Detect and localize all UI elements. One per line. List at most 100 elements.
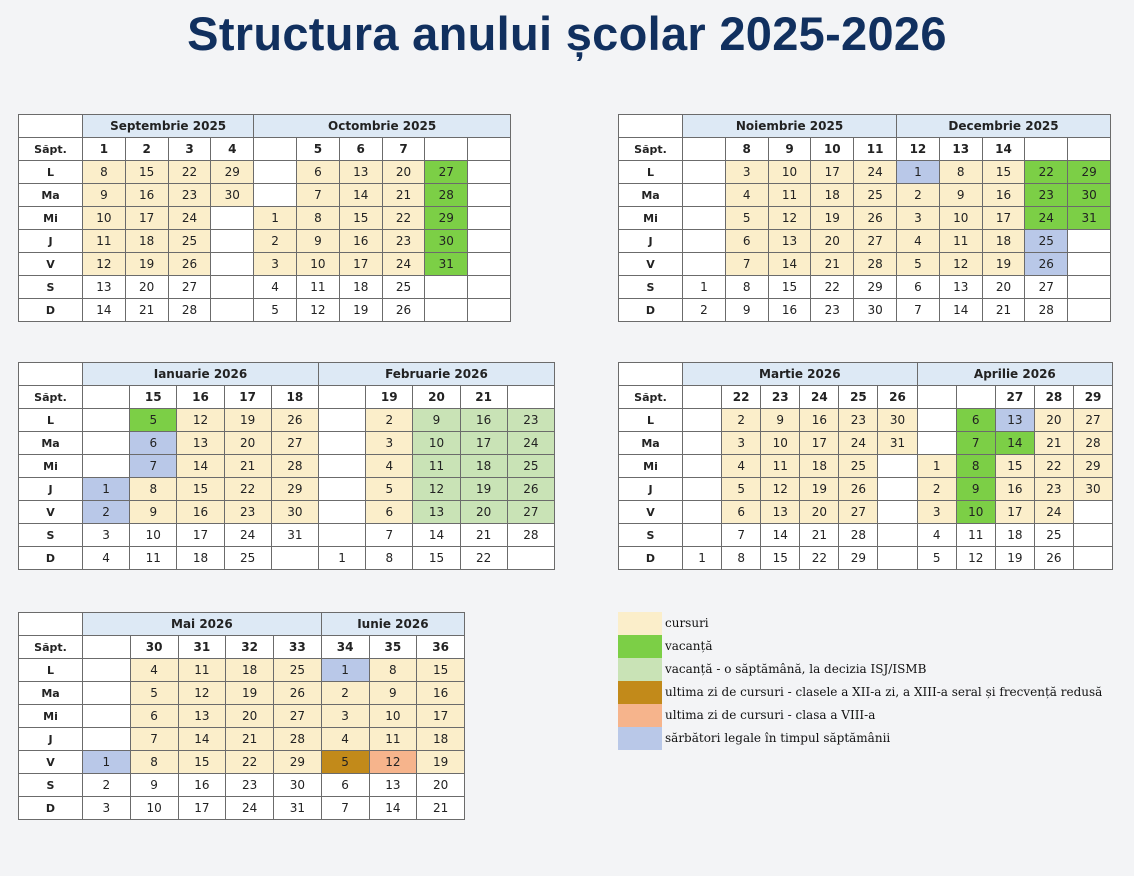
legend-swatch [618,612,662,635]
empty-cell [467,298,512,322]
week-number: 31 [177,635,227,659]
day-cell: 21 [225,727,274,751]
day-cell: 27 [506,500,555,524]
day-cell: 23 [838,408,879,432]
day-cell: 3 [320,704,370,728]
legend-label: ultima zi de cursuri - clasa a VIII-a [665,708,876,722]
day-cell: 6 [955,408,996,432]
week-number: 11 [853,137,898,161]
day-label: V [618,252,683,276]
day-row: L 2 9 16 23 30 6 13 20 27 [618,408,1114,432]
day-cell: 18 [338,275,383,299]
day-cell: 2 [365,408,414,432]
day-cell: 11 [767,183,812,207]
day-label: Mi [618,454,683,478]
calendar-ian-feb: Ianuarie 2026 Februarie 2026 Săpt. 15 16 17 18… [18,362,555,570]
legend-swatch [618,727,662,750]
day-cell: 8 [955,454,996,478]
day-cell: 22 [167,160,212,184]
day-cell: 12 [767,206,812,230]
day-row: V 6 13 20 27 3 10 17 24 [618,500,1114,524]
empty-cell [681,454,723,478]
week-number: 32 [225,635,274,659]
day-cell: 11 [129,546,178,570]
week-number: 1 [82,137,126,161]
day-label: V [18,500,83,524]
week-number: 6 [338,137,383,161]
day-label: S [18,275,83,299]
empty-cell [681,408,723,432]
empty-cell [270,546,319,570]
day-cell: 8 [368,658,418,682]
empty-cell [682,160,726,184]
day-label: D [18,796,83,820]
day-cell: 6 [365,500,414,524]
day-cell: 7 [365,523,414,547]
day-cell: 10 [129,796,179,820]
day-label: J [618,229,683,253]
empty-cell [682,206,726,230]
day-cell: 27 [167,275,212,299]
day-cell: 25 [1024,229,1069,253]
day-cell: 8 [296,206,340,230]
day-cell: 23 [810,298,855,322]
empty-cell [81,408,131,432]
empty-cell [467,229,512,253]
week-number: 5 [296,137,340,161]
day-cell: 26 [1024,252,1069,276]
day-row: Mi 7 14 21 28 4 11 18 25 [18,454,555,478]
week-number [506,385,555,409]
day-label: Ma [18,681,83,705]
day-cell: 29 [853,275,898,299]
day-cell: 21 [1033,431,1074,455]
day-cell: 12 [412,477,461,501]
week-number: 15 [129,385,178,409]
day-cell: 12 [176,408,225,432]
day-cell: 9 [129,500,178,524]
week-number: 3 [167,137,212,161]
header-corner [18,612,83,636]
day-cell: 17 [177,796,227,820]
day-label: Ma [18,431,83,455]
day-cell: 7 [320,796,370,820]
day-cell: 6 [320,773,370,797]
week-number: 28 [1033,385,1074,409]
day-cell: 13 [760,500,801,524]
week-number: 9 [767,137,812,161]
day-row: J 7 14 21 28 4 11 18 [18,727,466,751]
empty-cell [877,500,918,524]
day-cell: 28 [838,523,879,547]
day-cell: 9 [724,298,769,322]
legend-label: cursuri [665,616,709,630]
week-number: 13 [938,137,983,161]
day-cell: 18 [981,229,1026,253]
day-cell: 7 [721,523,762,547]
week-number: 23 [760,385,801,409]
day-cell: 21 [459,523,508,547]
empty-cell [317,523,367,547]
day-cell: 19 [981,252,1026,276]
month-header: Aprilie 2026 [916,362,1114,386]
empty-cell [253,160,298,184]
day-cell: 23 [167,183,212,207]
day-cell: 9 [412,408,461,432]
day-cell: 10 [767,160,812,184]
day-cell: 17 [416,704,466,728]
empty-cell [877,523,918,547]
day-cell: 3 [724,160,769,184]
day-cell: 9 [938,183,983,207]
day-cell: 28 [1072,431,1114,455]
day-row: S 3 10 17 24 31 7 14 21 28 [18,523,555,547]
day-label: S [18,523,83,547]
day-cell: 6 [129,704,179,728]
day-cell: 30 [210,183,255,207]
week-number: 34 [320,635,370,659]
legend-swatch [618,704,662,727]
day-cell: 20 [124,275,169,299]
empty-cell [681,431,723,455]
legend-label: sărbători legale în timpul săptămânii [665,731,891,745]
day-cell: 16 [459,408,508,432]
day-cell: 27 [838,500,879,524]
day-row: D 2 9 16 23 30 7 14 21 28 [618,298,1112,322]
day-label: J [18,477,83,501]
